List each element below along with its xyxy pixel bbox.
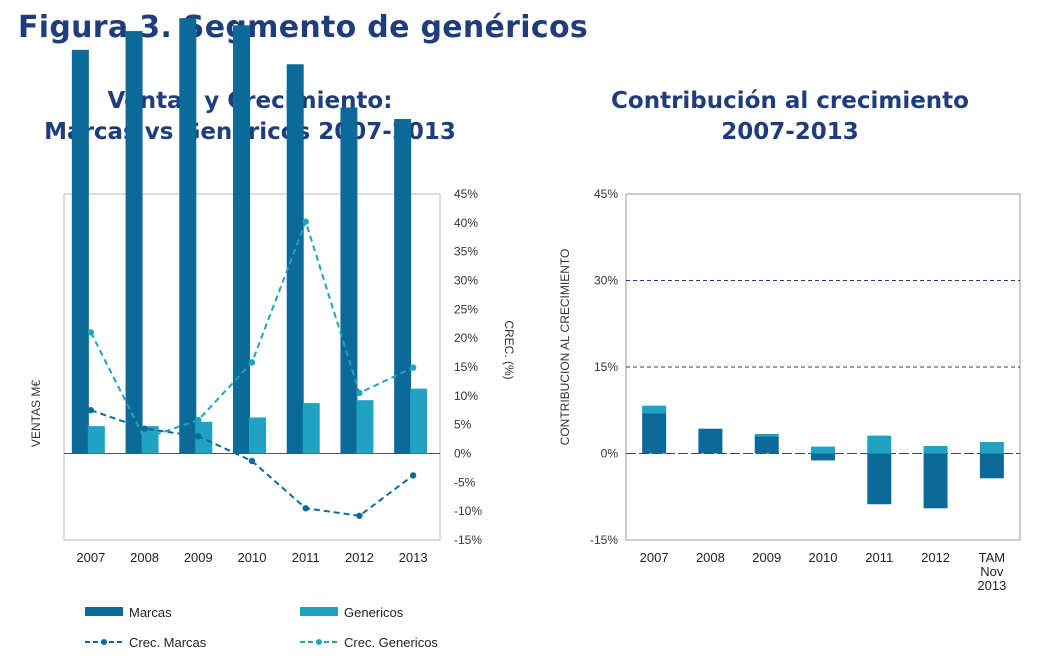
chart2-bar-marcas [642,413,667,454]
chart2-bar-genericos [979,441,1004,454]
chart2-y-tick-label: 15% [594,360,618,374]
chart1-bar-marcas [286,64,304,454]
chart1-x-tick-label: 2012 [345,550,374,565]
chart2-x-tick-label: 2012 [921,550,950,565]
chart1-line-crec-genericos-point [409,364,417,371]
chart2-bar-marcas [979,453,1004,479]
chart1-line-crec-marcas-point [356,512,363,519]
legend-genericos-swatch [300,607,338,616]
chart1-y-axis-label: VENTAS M€ [29,380,43,447]
chart1-bar-marcas [340,107,358,454]
legend-marcas-label: Marcas [129,605,172,620]
chart1-y2-tick-label: 40% [454,216,478,230]
chart1-line-crec-marcas-point [248,457,256,465]
chart1-line-crec-marcas-point [409,472,417,479]
chart1-bar-genericos [87,426,105,454]
chart1-line-crec-marcas-point [141,425,148,432]
chart1-plot-area [63,193,441,541]
chart2-bar-marcas [811,453,835,461]
chart1-line-crec-genericos-point [248,359,256,366]
chart2-x-tick-label: 2013 [977,578,1006,593]
chart2-y-tick-label: 30% [594,274,618,288]
chart2-y-tick-label: -15% [590,533,618,547]
chart1-line-crec-genericos-point [356,389,363,397]
chart2-x-tick-label: 2009 [752,550,781,565]
chart1-line-crec-marcas-point [87,407,95,414]
chart1-bar-genericos [356,400,374,454]
chart2-bar-marcas [754,436,779,454]
chart1-y2-tick-label: -10% [454,504,482,518]
chart1-bar-genericos [302,403,320,454]
chart1-bar-genericos [195,421,213,454]
chart1-x-tick-label: 2011 [292,550,320,565]
chart2-x-tick-label: Nov [980,564,1004,579]
chart2-title-line1: Contribución al crecimiento [611,88,969,114]
chart2-bar-marcas [698,428,723,454]
chart1-y2-axis-label: CREC. (%) [502,320,516,379]
figure-title: Figura 3. Segmento de genéricos [18,10,589,45]
chart2-x-tick-label: 2008 [696,550,725,565]
chart1-bar-marcas [233,25,250,454]
chart1-y2-tick-label: 20% [454,331,478,345]
chart1-bar-marcas [394,119,412,454]
chart1-y2-tick-label: 30% [454,274,478,288]
legend-crec-genericos-marker [316,639,322,645]
chart1-y2-tick-label: -5% [454,475,476,489]
chart1-x-tick-label: 2010 [238,550,267,565]
chart1-line-crec-genericos-point [87,329,95,336]
chart1-bar-marcas [71,49,89,454]
chart1-y2-tick-label: 15% [454,360,478,374]
chart2-title: Contribución al crecimiento 2007-2013 [560,86,1020,148]
legend-crec-marcas-label: Crec. Marcas [129,635,207,650]
chart2-y-tick-label: 45% [594,187,618,201]
chart1-y2-tick-label: -15% [454,533,482,547]
legend-crec-marcas-marker [101,639,107,645]
legend-genericos-label: Genericos [344,605,404,620]
chart1-line-crec-genericos-point [302,218,309,225]
chart1-line-crec-genericos-point [141,435,148,442]
chart1-line-crec-marcas-point [195,433,202,440]
chart1-bar-genericos [141,426,159,454]
chart1-x-tick-label: 2013 [399,550,428,565]
chart2-bar-marcas [923,453,948,509]
chart1-line-crec-genericos-point [195,416,202,424]
chart1-x-tick-label: 2007 [76,550,105,565]
chart2-x-tick-label: TAM [979,550,1005,565]
chart2-x-tick-label: 2010 [809,550,838,565]
chart1-line-crec-marcas-point [302,505,309,512]
chart1-y2-tick-label: 45% [454,187,478,201]
chart1-bar-marcas [179,18,197,454]
legend-crec-genericos-label: Crec. Genericos [344,635,438,650]
chart2-bar-genericos [867,435,892,454]
chart1-y2-tick-label: 0% [454,447,472,461]
chart2-bar-genericos [811,446,835,454]
chart2-bar-genericos [754,433,779,437]
chart1-y2-tick-label: 35% [454,245,478,259]
chart2-x-tick-label: 2007 [640,550,669,565]
chart1-bar-genericos [249,417,266,454]
legend-marcas-swatch [85,607,123,616]
chart2-title-line2: 2007-2013 [721,119,859,145]
chart1-bar-genericos [410,388,428,454]
chart2-bar-genericos [923,446,948,454]
chart1-y2-tick-label: 25% [454,302,478,316]
chart2-y-axis-label: CONTRIBUCION AL CRECIMIENTO [558,249,572,446]
chart2-bar-genericos [642,405,667,414]
chart1-x-tick-label: 2008 [130,550,159,565]
chart1-y2-tick-label: 5% [454,418,472,432]
chart2-x-tick-label: 2011 [865,550,893,565]
chart2-y-tick-label: 0% [601,447,619,461]
chart1-bar-marcas [125,31,143,454]
chart2-bar-marcas [867,453,892,505]
chart1-y2-tick-label: 10% [454,389,478,403]
chart1-x-tick-label: 2009 [184,550,213,565]
